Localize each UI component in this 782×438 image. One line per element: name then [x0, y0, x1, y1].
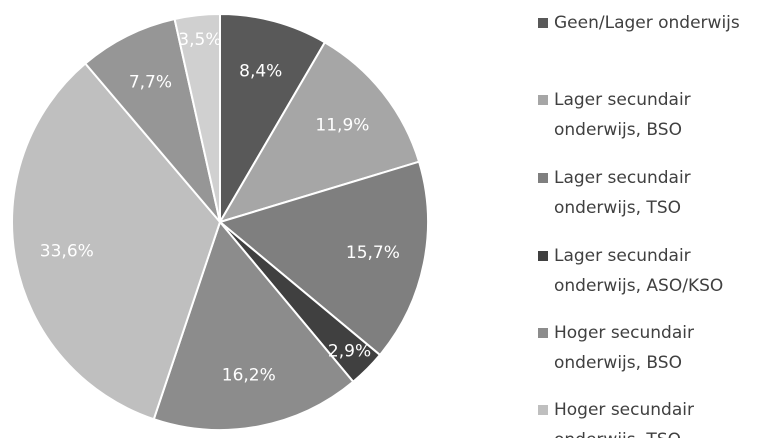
- pie-slice: [11, 62, 222, 421]
- pie-slice: [217, 160, 429, 357]
- legend-swatch: [538, 18, 548, 28]
- legend-label: Lager secundair onderwijs, TSO: [554, 168, 691, 218]
- data-label: 16,2%: [222, 365, 276, 385]
- pie-slice: [83, 17, 221, 223]
- legend-label: Lager secundair onderwijs, BSO: [554, 90, 691, 140]
- data-label: 2,9%: [328, 341, 371, 361]
- data-label: 7,7%: [129, 72, 172, 92]
- data-label: 15,7%: [346, 243, 400, 263]
- legend-item: Lager secundair onderwijs, BSO: [538, 85, 691, 145]
- data-label: 33,6%: [40, 242, 94, 262]
- legend-swatch: [538, 251, 548, 261]
- legend-label: Lager secundair onderwijs, ASO/KSO: [554, 246, 724, 296]
- legend-item: Hoger secundair onderwijs, TSO: [538, 395, 694, 438]
- legend-swatch: [538, 95, 548, 105]
- data-label: 8,4%: [239, 61, 282, 81]
- pie-slice: [173, 12, 221, 223]
- data-label: 3,5%: [178, 30, 221, 50]
- legend-label: Hoger secundair onderwijs, BSO: [554, 323, 694, 373]
- legend-label: Hoger secundair onderwijs, TSO: [554, 400, 694, 438]
- legend-item: Geen/Lager onderwijs: [538, 8, 740, 38]
- legend-item: Hoger secundair onderwijs, BSO: [538, 318, 694, 378]
- legend-item: Lager secundair onderwijs, ASO/KSO: [538, 241, 723, 301]
- pie-slice: [217, 40, 421, 224]
- pie-slice: [152, 219, 355, 431]
- pie-slice: [219, 12, 327, 226]
- legend-swatch: [538, 173, 548, 183]
- legend-item: Lager secundair onderwijs, TSO: [538, 163, 691, 223]
- legend-swatch: [538, 328, 548, 338]
- data-label: 11,9%: [315, 115, 369, 135]
- legend-swatch: [538, 405, 548, 415]
- legend-label: Geen/Lager onderwijs: [554, 13, 740, 33]
